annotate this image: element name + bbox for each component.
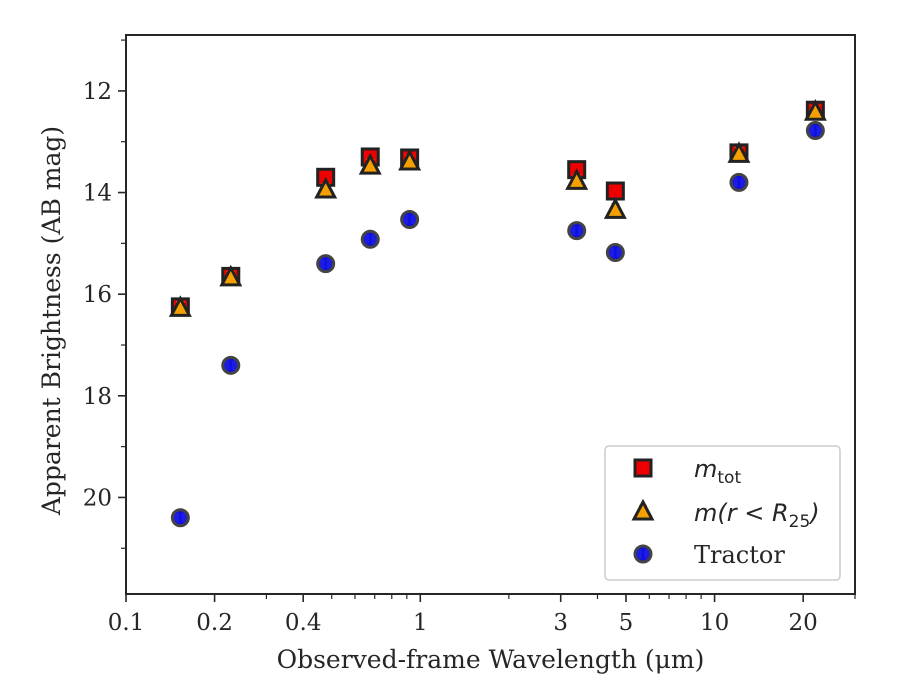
x-tick-label: 0.2 [196,610,233,636]
data-point-tractor [316,254,336,274]
legend-label-mtot: mtot [694,455,741,488]
data-point-mr25 [727,141,751,163]
data-point-tractor [605,243,625,263]
y-tick-label: 16 [83,282,112,308]
data-point-mr25 [358,152,382,175]
legend-marker-mtot [633,458,653,478]
x-tick-label: 1 [413,610,428,636]
data-point-tractor [567,221,587,241]
data-point-mr25 [168,295,192,317]
plot-area [168,99,827,528]
axes: 0.1 0.2 0.4 1 3 5 10 20 12 14 16 18 20 [83,34,856,636]
data-point-mr25 [565,168,589,190]
x-tick-label: 5 [619,610,634,636]
y-tick-label: 14 [83,181,112,207]
x-tick-label: 3 [553,610,568,636]
y-tick-label: 18 [83,384,112,410]
legend-marker-mr25 [631,498,655,521]
legend-label-mr25: m(r < R25) [694,499,820,532]
data-point-tractor [805,121,825,141]
data-point-mr25 [398,148,422,171]
x-axis-label: Observed-frame Wavelength (μm) [277,645,705,674]
legend-label-tractor: Tractor [694,541,785,569]
series-mtot [170,100,825,317]
data-point-mr25 [219,264,243,287]
x-tick-label: 20 [789,610,818,636]
series-mr25 [168,99,827,317]
legend: mtot m(r < R25) Tractor [604,445,841,581]
plot-frame [125,34,856,595]
data-point-tractor [360,229,380,249]
data-point-mr25 [803,99,827,121]
data-point-mtot [605,181,625,201]
legend-marker-tractor [633,544,653,564]
data-point-tractor [221,355,241,375]
series-tractor [170,121,825,528]
y-axis-label: Apparent Brightness (AB mag) [37,126,66,516]
data-point-mr25 [314,176,338,199]
data-point-tractor [400,209,420,229]
x-tick-label: 10 [700,610,729,636]
y-tick-label: 20 [83,485,112,511]
data-point-mr25 [603,197,627,219]
x-tick-label: 0.1 [108,610,145,636]
y-tick-label: 12 [83,79,112,105]
x-tick-label: 0.4 [285,610,322,636]
data-point-tractor [729,172,749,192]
legend-box [604,445,841,581]
data-point-tractor [170,508,190,528]
